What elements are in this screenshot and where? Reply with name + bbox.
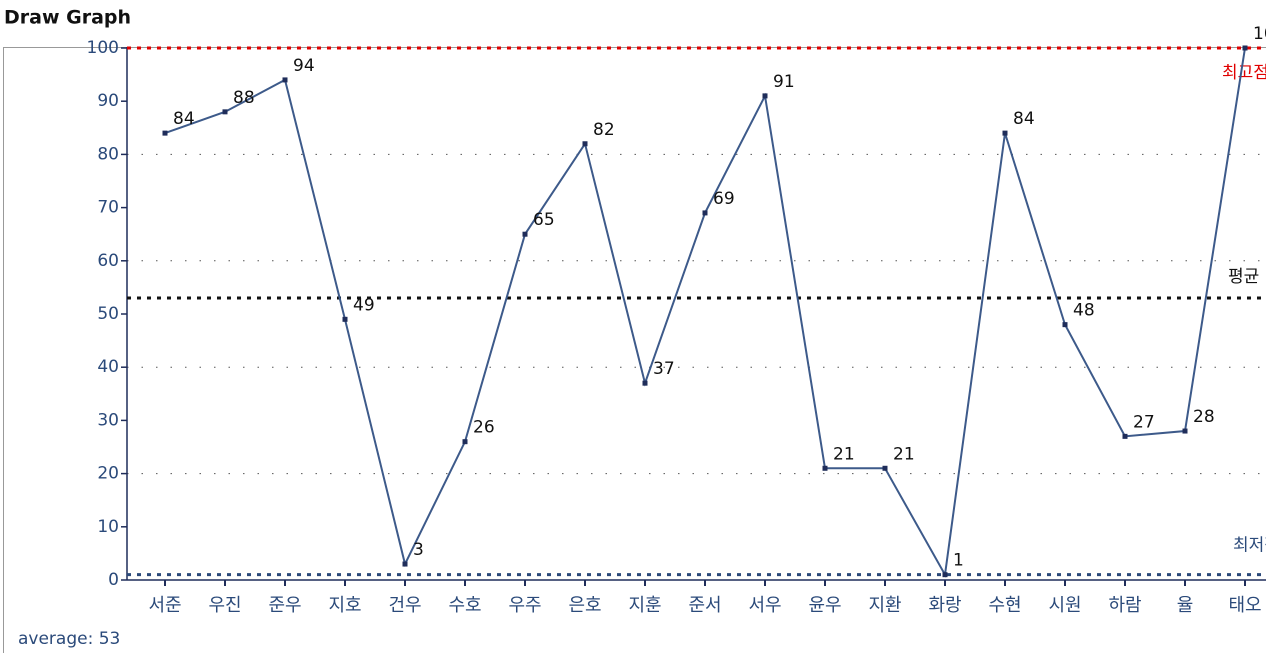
chart-frame xyxy=(3,47,1266,653)
y-tick-label: 50 xyxy=(97,304,119,324)
x-tick-label: 화랑 xyxy=(928,595,961,616)
data-point xyxy=(762,93,768,99)
value-label: 1 xyxy=(953,551,964,571)
x-tick-label: 지호 xyxy=(328,595,361,616)
data-point xyxy=(162,130,168,136)
y-tick-label: 70 xyxy=(97,198,119,218)
x-tick-label: 준서 xyxy=(688,595,721,616)
data-point xyxy=(582,141,588,147)
x-tick-label: 서준 xyxy=(148,595,181,616)
x-tick-label: 하람 xyxy=(1108,595,1141,616)
data-point xyxy=(1122,433,1128,439)
page-title: Draw Graph xyxy=(4,7,131,29)
value-label: 82 xyxy=(593,120,615,140)
value-label: 91 xyxy=(773,72,795,92)
y-tick-label: 20 xyxy=(97,464,119,484)
value-label: 37 xyxy=(653,359,675,379)
footer: average: 53 xyxy=(18,629,120,649)
value-label: 84 xyxy=(1013,109,1035,129)
data-point xyxy=(882,465,888,471)
y-tick-label: 60 xyxy=(97,251,119,271)
data-point xyxy=(1242,45,1248,51)
y-tick-label: 40 xyxy=(97,357,119,377)
value-label: 26 xyxy=(473,418,495,438)
footer-value: 53 xyxy=(99,629,121,649)
value-label: 21 xyxy=(893,444,915,464)
data-point xyxy=(282,77,288,83)
x-tick-label: 지환 xyxy=(868,595,901,616)
x-tick-label: 태오 xyxy=(1228,595,1261,616)
value-label: 3 xyxy=(413,540,424,560)
x-tick-label: 준우 xyxy=(268,595,301,616)
data-point xyxy=(1002,130,1008,136)
value-label: 48 xyxy=(1073,301,1095,321)
data-point xyxy=(462,439,468,445)
x-tick-label: 수호 xyxy=(448,595,481,616)
y-tick-label: 100 xyxy=(87,38,119,58)
data-point xyxy=(342,316,348,322)
x-tick-label: 우진 xyxy=(208,595,241,616)
y-tick-label: 0 xyxy=(108,570,119,590)
data-point xyxy=(1182,428,1188,434)
y-tick-label: 10 xyxy=(97,517,119,537)
reference-label: 평균 xyxy=(1228,267,1259,287)
y-tick-label: 80 xyxy=(97,144,119,164)
value-label: 84 xyxy=(173,109,195,129)
data-point xyxy=(642,380,648,386)
data-point xyxy=(942,572,948,578)
value-label: 88 xyxy=(233,88,255,108)
x-tick-label: 율 xyxy=(1177,595,1194,616)
x-tick-label: 수현 xyxy=(988,595,1021,616)
x-tick-label: 건우 xyxy=(388,595,421,616)
y-tick-label: 30 xyxy=(97,410,119,430)
x-tick-label: 은호 xyxy=(568,595,601,616)
data-point xyxy=(1062,322,1068,328)
x-tick-label: 서우 xyxy=(748,595,781,616)
footer-label: average: xyxy=(18,629,93,649)
reference-label: 최저점 xyxy=(1233,536,1266,556)
data-point xyxy=(522,231,528,237)
x-tick-label: 시원 xyxy=(1048,595,1081,616)
data-point xyxy=(222,109,228,115)
data-point xyxy=(822,465,828,471)
x-tick-label: 우주 xyxy=(508,595,541,616)
value-label: 100 xyxy=(1253,24,1266,44)
y-tick-label: 90 xyxy=(97,91,119,111)
value-label: 28 xyxy=(1193,407,1215,427)
x-tick-label: 지훈 xyxy=(628,595,661,616)
value-label: 49 xyxy=(353,295,375,315)
value-label: 94 xyxy=(293,56,315,76)
value-label: 65 xyxy=(533,210,555,230)
value-label: 69 xyxy=(713,189,735,209)
value-label: 27 xyxy=(1133,412,1155,432)
value-label: 21 xyxy=(833,444,855,464)
data-point xyxy=(402,561,408,567)
reference-label: 최고점 xyxy=(1222,63,1266,83)
x-tick-label: 윤우 xyxy=(808,595,841,616)
data-point xyxy=(702,210,708,216)
